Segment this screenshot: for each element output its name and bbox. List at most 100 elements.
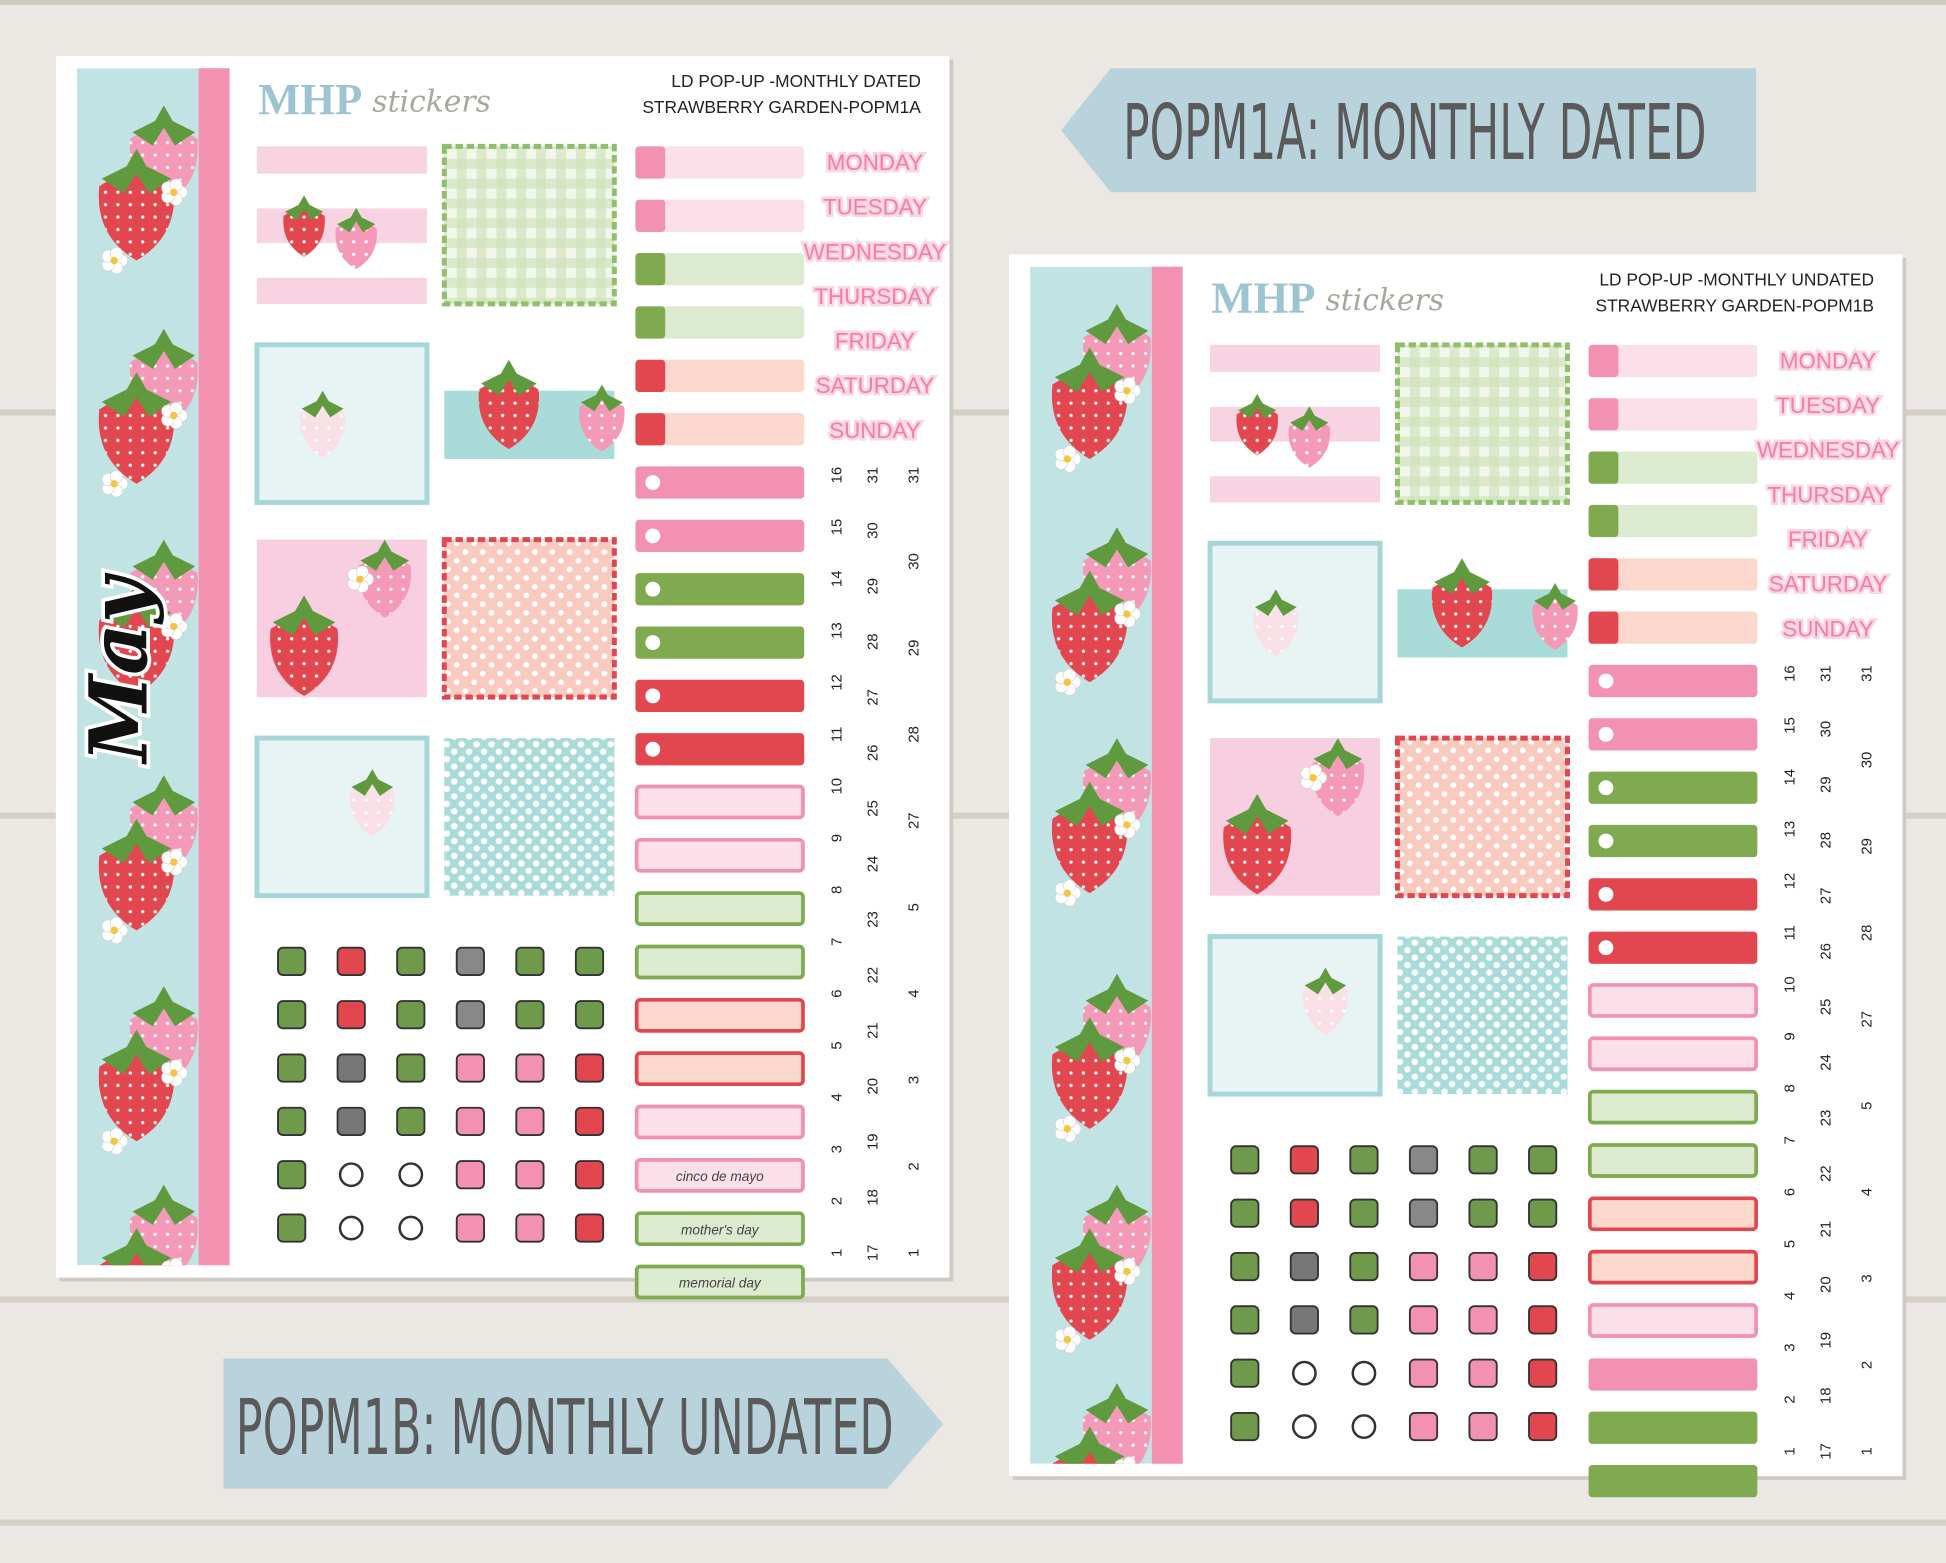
date-number: 27 bbox=[1819, 888, 1835, 905]
strawberry-seeds bbox=[270, 617, 339, 696]
icon bbox=[1230, 1145, 1260, 1175]
date-number: 26 bbox=[1819, 943, 1835, 960]
icon bbox=[396, 1106, 426, 1136]
bar-sticker bbox=[1588, 1411, 1758, 1444]
leaf bbox=[132, 328, 196, 369]
date-number: 31 bbox=[906, 467, 922, 484]
date-number: 27 bbox=[1860, 1011, 1876, 1028]
date-number: 20 bbox=[865, 1078, 881, 1095]
bar-sticker bbox=[1587, 1196, 1758, 1232]
icon bbox=[1468, 1305, 1498, 1335]
bar-sticker bbox=[635, 253, 805, 286]
flower-center bbox=[1309, 774, 1317, 782]
weekday-label: SATURDAY bbox=[816, 373, 934, 398]
date-number: 7 bbox=[829, 938, 845, 946]
date-number: 28 bbox=[1860, 925, 1876, 942]
icon bbox=[515, 1160, 545, 1190]
date-number: 6 bbox=[1783, 1188, 1799, 1196]
flower-center bbox=[170, 411, 178, 420]
date-number: 19 bbox=[1819, 1332, 1835, 1349]
strawberry-seeds bbox=[1532, 597, 1578, 651]
washi-strip bbox=[76, 68, 199, 1266]
flower-petal bbox=[169, 1257, 183, 1266]
date-number: 1 bbox=[906, 1249, 922, 1257]
leaf bbox=[301, 390, 344, 418]
bar-sticker bbox=[1588, 824, 1758, 858]
flower-center bbox=[1063, 1125, 1072, 1133]
leaf bbox=[1313, 738, 1363, 770]
flower-center bbox=[110, 1137, 118, 1145]
strawberry-seeds bbox=[1051, 372, 1128, 459]
weekday-label: WEDNESDAY bbox=[804, 239, 946, 264]
strawberry-seeds bbox=[335, 221, 377, 270]
bar-tab bbox=[1588, 344, 1619, 378]
date-number: 1 bbox=[1860, 1447, 1876, 1455]
weekday-label: THURSDAY bbox=[1767, 482, 1888, 507]
washi-pink bbox=[1151, 266, 1183, 1464]
flower-center bbox=[170, 858, 178, 866]
icon bbox=[574, 1213, 605, 1243]
icon bbox=[277, 946, 307, 976]
weekday-label: TUESDAY bbox=[1776, 393, 1880, 418]
icon bbox=[1528, 1251, 1558, 1282]
icon bbox=[574, 1160, 605, 1190]
strawberry-seeds bbox=[300, 405, 346, 458]
bar-tab bbox=[635, 146, 666, 179]
date-number: 6 bbox=[829, 989, 845, 997]
sticker-sheet: MHP stickers LD POP-UP -MONTHLY UNDATED STR… bbox=[1008, 254, 1907, 1498]
weekday-label: THURSDAY bbox=[814, 284, 935, 309]
icon bbox=[277, 1106, 307, 1136]
bar-dot bbox=[1598, 726, 1614, 742]
logo-script: stickers bbox=[372, 85, 491, 120]
strawberry-seeds bbox=[1302, 982, 1349, 1035]
bar-dot bbox=[1598, 940, 1614, 956]
strawberry-seeds bbox=[283, 209, 325, 257]
date-number: 10 bbox=[829, 778, 845, 795]
month-label: May bbox=[71, 572, 165, 765]
bar-dot bbox=[645, 581, 661, 597]
strawberry-seeds bbox=[98, 1054, 175, 1142]
icon bbox=[277, 1213, 307, 1243]
strawberry-seeds bbox=[1288, 419, 1331, 468]
banner-title: POPM1A: MONTHLY DATED bbox=[1123, 89, 1706, 178]
bar-label: memorial day bbox=[679, 1276, 762, 1291]
banner-shape bbox=[1061, 68, 1757, 193]
icon bbox=[1351, 1360, 1377, 1386]
date-number: 29 bbox=[1860, 838, 1876, 855]
bar-sticker bbox=[1588, 718, 1758, 751]
icon bbox=[1289, 1145, 1319, 1175]
date-number: 12 bbox=[1783, 873, 1799, 890]
bar-dot bbox=[1598, 833, 1614, 849]
icon bbox=[1408, 1251, 1439, 1282]
bar-sticker bbox=[634, 891, 805, 927]
sheet-title: STRAWBERRY GARDEN-POPM1A bbox=[642, 97, 921, 117]
flower-center bbox=[1123, 1056, 1131, 1065]
icon bbox=[1408, 1305, 1439, 1335]
date-number: 2 bbox=[1783, 1395, 1799, 1403]
box-sticker bbox=[444, 738, 615, 896]
bar-sticker bbox=[635, 146, 805, 179]
leaf bbox=[1434, 558, 1490, 594]
strawberry-seeds bbox=[98, 173, 175, 261]
icon bbox=[396, 946, 426, 976]
bar-tab bbox=[635, 359, 666, 392]
date-number: 17 bbox=[1819, 1443, 1835, 1460]
weekday-label: MONDAY bbox=[1780, 348, 1876, 373]
strawberry-seeds bbox=[98, 843, 175, 931]
strawberry-seeds bbox=[1431, 578, 1493, 648]
bar-sticker bbox=[635, 413, 805, 446]
date-number: 30 bbox=[1860, 752, 1876, 769]
strawberry-seeds bbox=[358, 556, 412, 618]
bottom-banner: POPM1B: MONTHLY UNDATED bbox=[223, 1358, 944, 1489]
leaf bbox=[132, 1184, 196, 1225]
box-sticker bbox=[441, 143, 617, 307]
bar-tab bbox=[635, 199, 666, 232]
bar-sticker bbox=[634, 784, 805, 820]
strawberry-seeds bbox=[1051, 595, 1128, 683]
icon bbox=[338, 1215, 364, 1241]
weekday-label: FRIDAY bbox=[1788, 527, 1868, 552]
leaf bbox=[351, 769, 394, 796]
icon bbox=[396, 1053, 426, 1083]
sheet-title: STRAWBERRY GARDEN-POPM1B bbox=[1595, 295, 1874, 315]
date-number: 24 bbox=[865, 856, 881, 873]
